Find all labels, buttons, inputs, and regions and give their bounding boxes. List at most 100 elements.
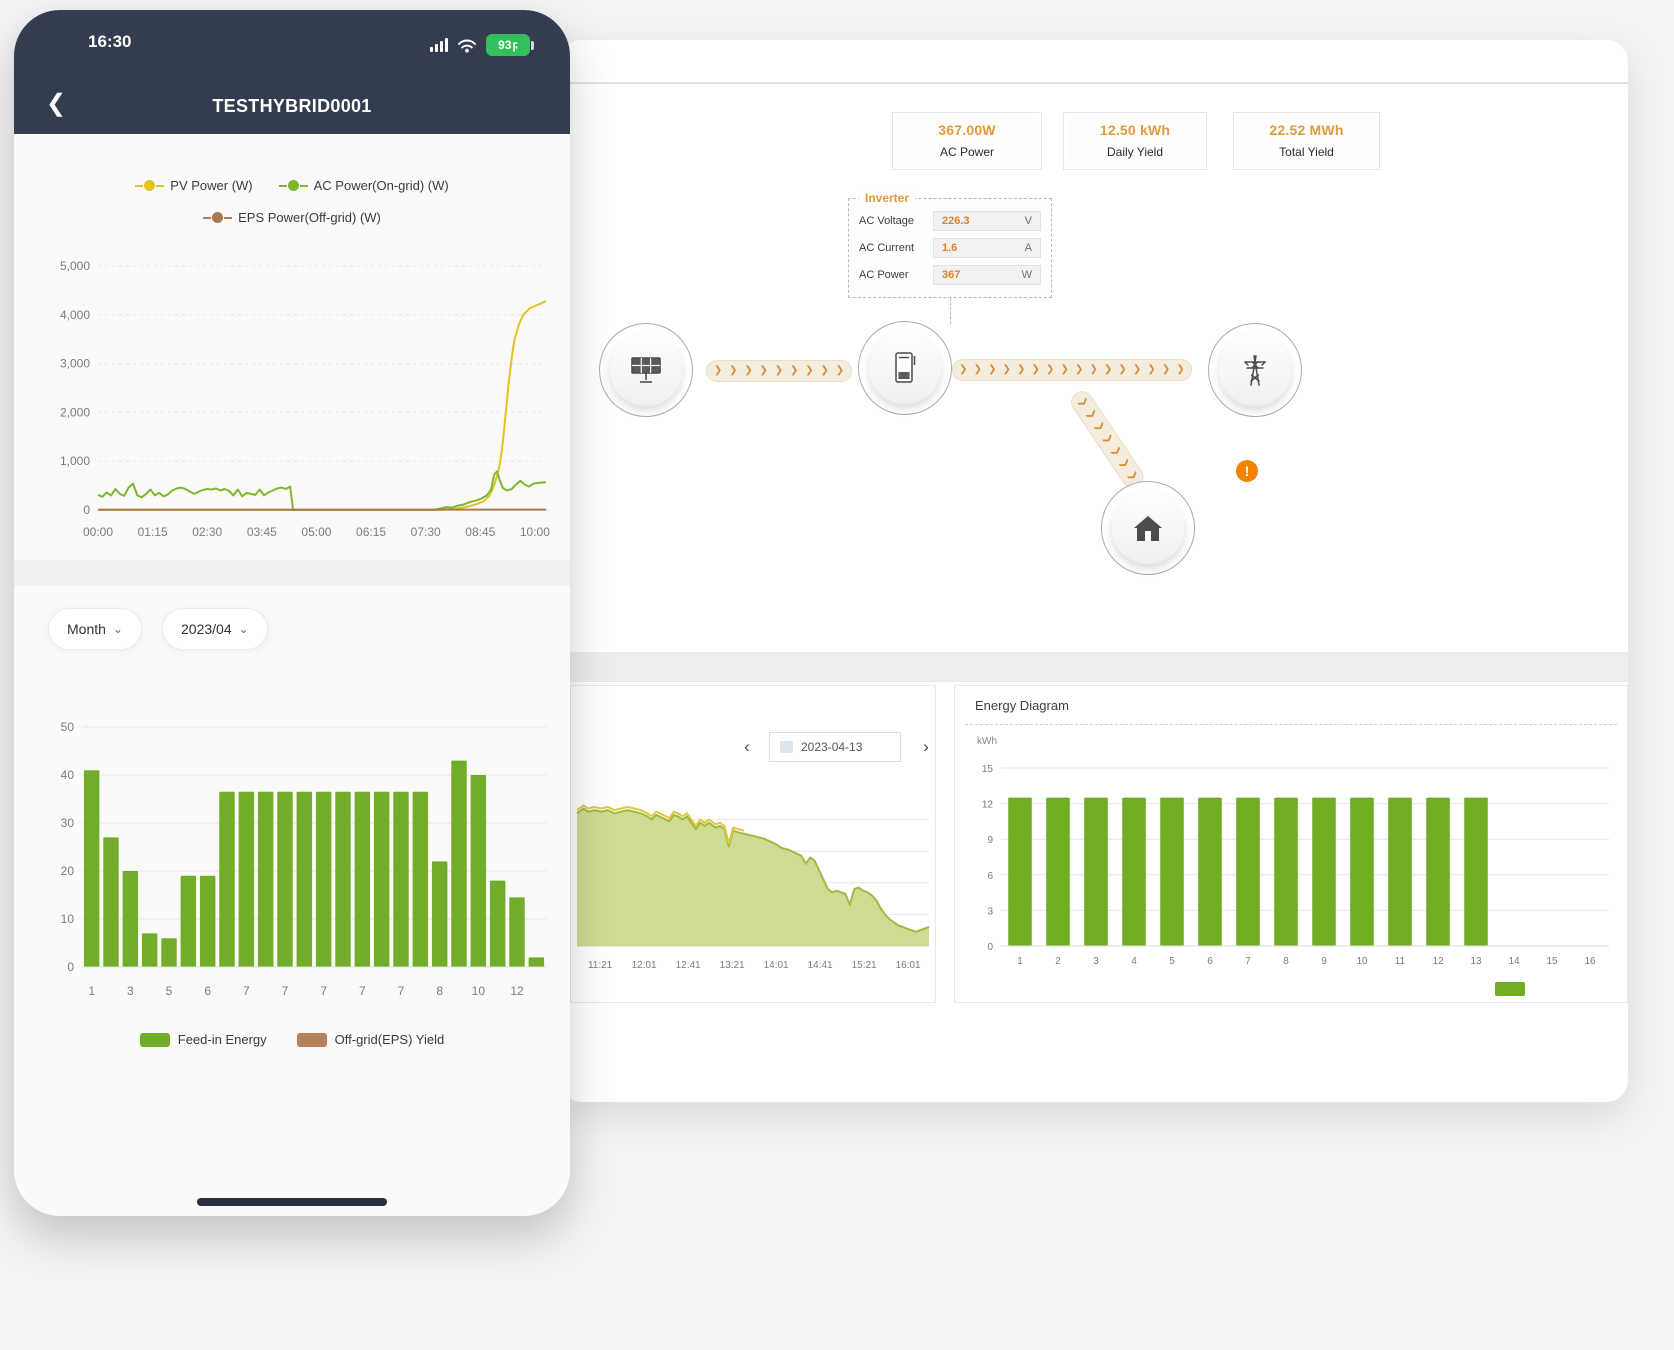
stat-daily-yield: 12.50 kWh Daily Yield xyxy=(1063,112,1207,170)
grid-node[interactable] xyxy=(1208,323,1302,417)
svg-text:7: 7 xyxy=(243,984,250,998)
inverter-box-connector xyxy=(950,298,951,324)
svg-text:9: 9 xyxy=(987,835,993,846)
row-unit: V xyxy=(1024,215,1032,227)
date-value: 2023-04-13 xyxy=(801,740,863,754)
legend-item-eps-power[interactable]: EPS Power(Off-grid) (W) xyxy=(203,210,381,225)
device-title: TESTHYBRID0001 xyxy=(212,96,372,116)
svg-text:14: 14 xyxy=(1508,956,1520,967)
inverter-row-power: AC Power 367 W xyxy=(859,265,1041,285)
flow-arrows-inverter-to-home: ❯ ❯ ❯ ❯ ❯ ❯ ❯ xyxy=(1066,386,1148,493)
legend-item-ac-power[interactable]: AC Power(On-grid) (W) xyxy=(278,178,449,193)
inverter-node[interactable] xyxy=(858,321,952,415)
svg-text:08:45: 08:45 xyxy=(465,525,495,539)
flow-arrows-pv-to-inverter: ❯ ❯ ❯ ❯ ❯ ❯ ❯ ❯ ❯ xyxy=(706,360,852,382)
legend-label: Off-grid(EPS) Yield xyxy=(334,1032,445,1047)
svg-text:11: 11 xyxy=(1395,956,1406,967)
svg-text:6: 6 xyxy=(204,984,211,998)
svg-text:4: 4 xyxy=(1131,956,1137,967)
svg-text:12: 12 xyxy=(510,984,524,998)
svg-text:14:01: 14:01 xyxy=(764,960,789,971)
legend-item-pv-power[interactable]: PV Power (W) xyxy=(135,178,253,193)
period-value: Month xyxy=(67,621,106,637)
svg-text:7: 7 xyxy=(320,984,327,998)
legend-label: EPS Power(Off-grid) (W) xyxy=(238,210,381,225)
phone-header: 16:30 93 ϝ ❮ TESTHYBRID0001 xyxy=(14,10,570,134)
row-value: 1.6 xyxy=(942,242,958,254)
inverter-box-title: Inverter xyxy=(859,191,916,205)
power-chart-legend-row2: EPS Power(Off-grid) (W) xyxy=(14,210,570,225)
svg-text:8: 8 xyxy=(1283,956,1289,967)
row-value: 367 xyxy=(942,269,961,281)
chevron-down-icon: ⌄ xyxy=(112,622,123,636)
energy-diagram-panel: Energy Diagram kWh 0 3 6 9 12 15 1 2 3 4 5 6 7 8 9 10 11… xyxy=(954,685,1628,1003)
inverter-icon xyxy=(895,352,916,383)
svg-text:14:41: 14:41 xyxy=(808,960,833,971)
legend-item-off-grid[interactable]: Off-grid(EPS) Yield xyxy=(296,1032,445,1047)
svg-text:0: 0 xyxy=(987,942,993,953)
battery-icon: 93 ϝ xyxy=(486,34,534,56)
alert-warning-icon[interactable]: ! xyxy=(1236,460,1258,482)
svg-text:12:01: 12:01 xyxy=(632,960,657,971)
row-unit: W xyxy=(1021,269,1032,281)
month-dropdown[interactable]: 2023/04 ⌄ xyxy=(162,608,268,650)
legend-item-feed-in[interactable]: Feed-in Energy xyxy=(139,1032,267,1047)
svg-text:05:00: 05:00 xyxy=(301,525,331,539)
phone-mockup: 16:30 93 ϝ ❮ TESTHYBRID0001 xyxy=(14,10,570,1216)
svg-text:15: 15 xyxy=(982,764,994,775)
svg-text:02:30: 02:30 xyxy=(192,525,222,539)
stat-value: 12.50 kWh xyxy=(1099,122,1171,138)
prev-day-button[interactable]: ‹ xyxy=(744,737,750,756)
svg-text:10: 10 xyxy=(61,912,75,926)
next-day-button[interactable]: › xyxy=(923,737,929,756)
svg-text:10: 10 xyxy=(1356,956,1368,967)
svg-text:3,000: 3,000 xyxy=(60,357,90,371)
legend-label: Feed-in Energy xyxy=(177,1032,267,1047)
svg-text:6: 6 xyxy=(987,871,993,882)
status-icons: 93 ϝ xyxy=(430,34,534,56)
phone-section-divider xyxy=(14,560,570,586)
battery-percent: 93 xyxy=(498,38,512,52)
month-chart-legend: Feed-in Energy Off-grid(EPS) Yield xyxy=(14,1032,570,1047)
svg-text:13:21: 13:21 xyxy=(720,960,745,971)
row-label: AC Power xyxy=(859,269,909,281)
calendar-icon xyxy=(780,741,793,753)
inverter-row-current: AC Current 1.6 A xyxy=(859,238,1041,258)
svg-text:2: 2 xyxy=(1055,956,1061,967)
row-unit: A xyxy=(1024,242,1032,254)
svg-text:5: 5 xyxy=(1169,956,1175,967)
stat-label: AC Power xyxy=(939,145,995,159)
inverter-row-voltage: AC Voltage 226.3 V xyxy=(859,211,1041,231)
svg-text:40: 40 xyxy=(61,768,75,782)
section-divider xyxy=(560,652,1628,682)
svg-text:7: 7 xyxy=(359,984,366,998)
svg-text:15: 15 xyxy=(1546,956,1558,967)
stat-value: 22.52 MWh xyxy=(1269,122,1344,138)
svg-text:3: 3 xyxy=(987,906,993,917)
solar-panel-node[interactable] xyxy=(599,323,693,417)
period-dropdown[interactable]: Month ⌄ xyxy=(48,608,142,650)
status-time: 16:30 xyxy=(88,32,132,51)
realtime-power-line-chart: 0 1,000 2,000 3,000 4,000 5,000 00:00 01:15 02:3… xyxy=(60,259,550,539)
stat-label: Total Yield xyxy=(1279,145,1334,159)
home-node[interactable] xyxy=(1101,481,1195,575)
stat-value: 367.00W xyxy=(938,122,996,138)
back-icon[interactable]: ❮ xyxy=(46,90,67,117)
svg-text:20: 20 xyxy=(61,864,75,878)
svg-text:4,000: 4,000 xyxy=(60,308,90,322)
svg-text:1: 1 xyxy=(88,984,95,998)
solar-panel-icon xyxy=(631,357,661,383)
stat-label: Daily Yield xyxy=(1106,145,1164,159)
legend-label: AC Power(On-grid) (W) xyxy=(313,178,449,193)
svg-text:00:00: 00:00 xyxy=(83,525,113,539)
svg-text:12: 12 xyxy=(982,800,994,811)
svg-text:5: 5 xyxy=(166,984,173,998)
home-indicator[interactable] xyxy=(197,1198,387,1206)
panel-title: Energy Diagram xyxy=(975,698,1069,713)
date-picker[interactable]: 2023-04-13 xyxy=(769,732,901,762)
day-output-area-chart: 11:21 12:01 12:41 13:21 14:01 14:41 15:21 16:01 xyxy=(576,804,930,971)
svg-text:30: 30 xyxy=(61,816,75,830)
energy-legend-swatch[interactable] xyxy=(1495,982,1525,996)
